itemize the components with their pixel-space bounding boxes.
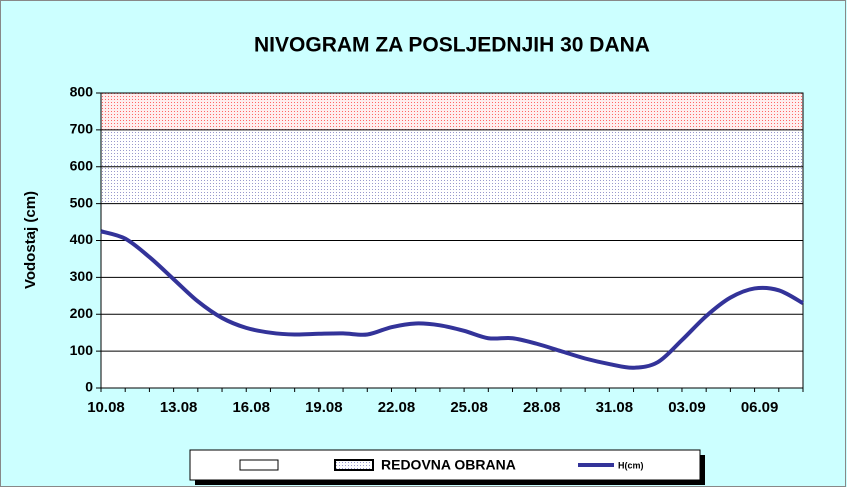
x-tick-label: 10.08 [87, 399, 125, 416]
y-tick-label: 300 [70, 268, 94, 284]
x-tick-label: 13.08 [160, 399, 198, 416]
x-tick-label: 22.08 [378, 399, 416, 416]
data-line [100, 229, 804, 370]
y-tick-label: 500 [70, 194, 94, 210]
y-tick-label: 400 [70, 231, 94, 247]
x-tick-label: 03.09 [668, 399, 706, 416]
y-tick-label: 100 [70, 342, 94, 358]
band [101, 93, 803, 130]
plot-area: 0 100 200 300 400 500 600 700 800 10.08 13.08 16.08… [70, 84, 804, 416]
y-tick-label: 200 [70, 305, 94, 321]
x-tick-label: 16.08 [232, 399, 270, 416]
x-tick-label: 28.08 [523, 399, 561, 416]
x-tick-label: 31.08 [596, 399, 634, 416]
chart-title: NIVOGRAM ZA POSLJEDNJIH 30 DANA [254, 34, 650, 57]
plot-border [100, 92, 804, 389]
legend-label: REDOVNA OBRANA [381, 457, 516, 473]
y-tick-label: 600 [70, 157, 94, 173]
x-tick-label: 06.09 [741, 399, 779, 416]
legend-swatch [334, 459, 374, 471]
y-tick-label: 0 [85, 379, 93, 395]
y-tick-label: 800 [70, 84, 94, 100]
x-tick-label: 25.08 [450, 399, 488, 416]
y-tick-label: 700 [70, 121, 94, 137]
y-axis-label: Vodostaj (cm) [22, 191, 39, 289]
legend-swatch [239, 459, 279, 471]
x-tick-label: 19.08 [305, 399, 343, 416]
legend-label: H(cm) [618, 460, 644, 470]
